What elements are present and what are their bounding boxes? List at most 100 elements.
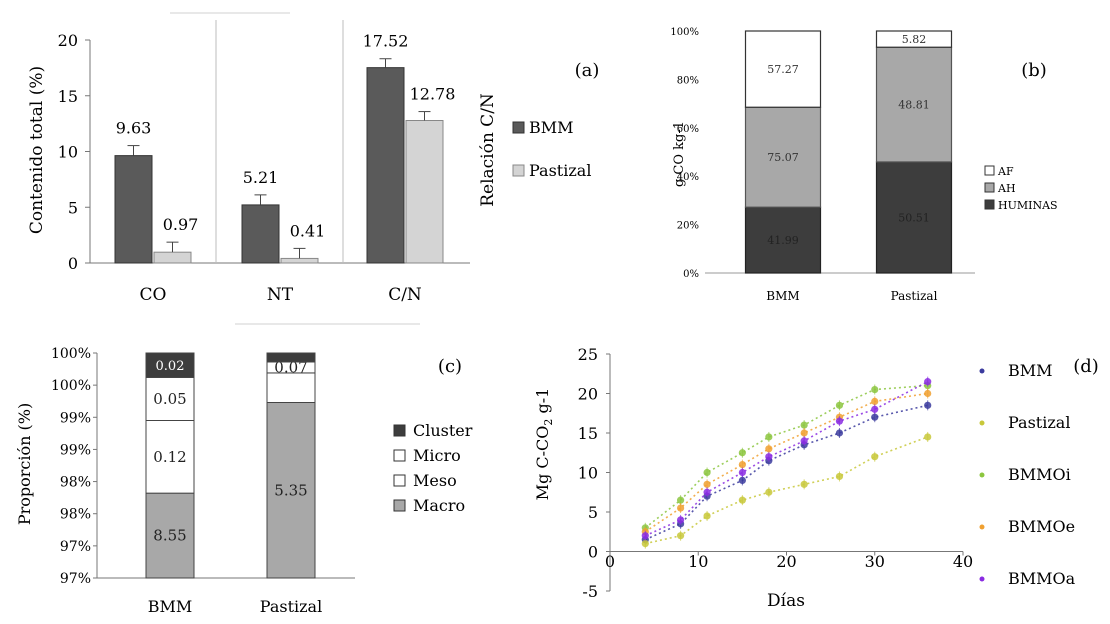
panel-d-point bbox=[641, 532, 649, 540]
panel-a-tag: (a) bbox=[575, 60, 600, 81]
panel-d-point bbox=[677, 516, 685, 524]
panel-d-point bbox=[738, 468, 746, 477]
panel-d-point bbox=[641, 540, 649, 548]
panel-d-tag: (d) bbox=[1073, 356, 1099, 377]
panel-b-legend: AF AH HUMINAS bbox=[984, 165, 1058, 212]
panel-d-y-tick-label: 25 bbox=[578, 345, 598, 364]
panel-b-data-label: 50.51 bbox=[898, 211, 930, 224]
panel-a-bar bbox=[241, 204, 280, 264]
panel-d-point bbox=[765, 433, 773, 441]
panel-d-point bbox=[800, 480, 808, 488]
panel-d-legend-marker bbox=[979, 576, 985, 582]
panel-c-legend-label: Micro bbox=[413, 446, 461, 465]
panel-d-x-tick-label: 20 bbox=[776, 552, 796, 571]
panel-a-legend-swatch bbox=[512, 121, 525, 134]
panel-d-xlabel: Días bbox=[767, 591, 805, 611]
panel-c-category-label: Pastizal bbox=[260, 597, 322, 616]
panel-d-point bbox=[738, 476, 746, 484]
panel-b-legend-swatch bbox=[984, 199, 995, 210]
panel-a-category-label: C/N bbox=[388, 285, 422, 305]
panel-c-bar-segment bbox=[145, 376, 195, 421]
panel-c-legend-swatch bbox=[393, 449, 406, 462]
panel-d-point bbox=[800, 437, 808, 445]
panel-d-point bbox=[677, 496, 685, 504]
panel-d-point bbox=[765, 453, 773, 461]
panel-b-category-label: BMM bbox=[766, 289, 799, 303]
panel-d-y-tick-label: -5 bbox=[582, 582, 598, 601]
panel-d-legend-label: Pastizal bbox=[1008, 413, 1070, 432]
panel-a-y-tick-label: 10 bbox=[58, 143, 78, 162]
panel-a-marks: 9.63 0.97 5.21 0.41 17.52 12.78 bbox=[114, 32, 455, 264]
panel-b-legend-swatch bbox=[984, 165, 995, 176]
panel-d-point bbox=[871, 397, 879, 405]
panel-d-point bbox=[765, 445, 773, 453]
panel-c-y-tick-label: 99% bbox=[60, 410, 91, 426]
panel-c-y-tick-label: 98% bbox=[60, 507, 91, 523]
panel-c-data-label: 8.55 bbox=[153, 527, 186, 545]
panel-b-y-tick-label: 80% bbox=[677, 75, 699, 86]
panel-b-data-label: 57.27 bbox=[767, 63, 799, 76]
panel-d-legend-label: BMMOi bbox=[1008, 465, 1071, 484]
panel-b-data-label: 5.82 bbox=[902, 33, 927, 46]
panel-d-y-tick-label: 0 bbox=[588, 543, 598, 562]
panel-d-point bbox=[871, 385, 879, 394]
panel-a-bar bbox=[280, 257, 319, 264]
panel-d-x-tick-label: 30 bbox=[865, 552, 885, 571]
panel-d-point bbox=[738, 496, 746, 504]
panel-b-tag: (b) bbox=[1021, 60, 1047, 81]
panel-d-point bbox=[835, 401, 844, 409]
panel-b-bar-segment bbox=[875, 30, 953, 48]
panel-b-marks: 41.99 75.07 57.27 50.51 48.81 5.82 bbox=[744, 30, 953, 274]
panel-d-point bbox=[765, 488, 773, 496]
panel-d-ylabel: Mg C-CO2 g-1 bbox=[533, 388, 555, 501]
panel-c-ylabel: Proporción (%) bbox=[15, 403, 34, 525]
panel-a-data-label: 0.41 bbox=[290, 221, 326, 240]
panel-b-bar-segment bbox=[875, 161, 953, 274]
panel-c-legend-swatch bbox=[393, 474, 406, 487]
panel-d-legend-label: BMMOe bbox=[1008, 517, 1075, 536]
panel-b-ylabel: g CO kg-1 bbox=[672, 121, 687, 187]
panel-d-y-tick-label: 20 bbox=[578, 385, 598, 404]
panel-a-y-tick-label: 15 bbox=[58, 87, 78, 106]
panel-d-point bbox=[677, 532, 685, 540]
panel-b-data-label: 48.81 bbox=[898, 99, 930, 112]
panel-a-legend: BMM Pastizal bbox=[512, 118, 591, 180]
panel-b-category-label: Pastizal bbox=[891, 289, 938, 303]
panel-d-y-tick-label: 15 bbox=[578, 424, 598, 443]
panel-a-category-label: NT bbox=[267, 285, 294, 305]
panel-d-point bbox=[924, 378, 932, 386]
panel-c-y-tick-label: 99% bbox=[60, 442, 91, 458]
panel-d-point bbox=[924, 389, 932, 398]
panel-a-axes: 0 5 10 15 20 CO NT C/N bbox=[58, 20, 470, 305]
panel-d-point bbox=[871, 405, 879, 413]
panel-b-legend-swatch bbox=[984, 182, 995, 193]
panel-a-data-label: 0.97 bbox=[163, 215, 199, 234]
panel-d-axes: -5 0 5 10 15 20 25 0 10 20 30 40 bbox=[578, 345, 974, 601]
panel-a-bar bbox=[153, 251, 192, 264]
panel-a-legend-swatch bbox=[512, 164, 525, 177]
panel-d-point bbox=[800, 429, 808, 437]
panel-c-y-tick-label: 100% bbox=[51, 346, 91, 362]
panel-b-legend-label: AF bbox=[997, 165, 1014, 178]
panel-a-ylabel-right: Relación C/N bbox=[478, 93, 498, 207]
panel-c-bar-segment bbox=[145, 352, 195, 378]
panel-a-ylabel: Contenido total (%) bbox=[27, 66, 47, 234]
panel-d-x-tick-label: 10 bbox=[688, 552, 708, 571]
panel-c-legend: Cluster Micro Meso Macro bbox=[393, 421, 473, 515]
panel-b-y-tick-label: 60% bbox=[677, 124, 699, 135]
panel-c-marks: 8.55 0.12 0.05 0.02 5.35 0.07 bbox=[145, 352, 316, 579]
panel-b-y-tick-label: 20% bbox=[677, 221, 699, 232]
panel-d-point bbox=[871, 413, 879, 421]
panel-a-y-tick-label: 5 bbox=[68, 198, 78, 217]
panel-d-point bbox=[835, 472, 844, 481]
panel-c-bar-segment bbox=[266, 402, 316, 579]
panel-d-trend-line bbox=[644, 404, 928, 541]
panel-d-point bbox=[924, 401, 932, 409]
panel-d-point bbox=[835, 417, 844, 425]
panel-b-legend-label: AH bbox=[997, 182, 1016, 195]
panel-a-legend-label: Pastizal bbox=[529, 161, 591, 180]
panel-c-y-tick-label: 97% bbox=[60, 571, 91, 587]
panel-a-bar bbox=[405, 120, 444, 264]
panel-b-data-label: 41.99 bbox=[767, 234, 799, 247]
